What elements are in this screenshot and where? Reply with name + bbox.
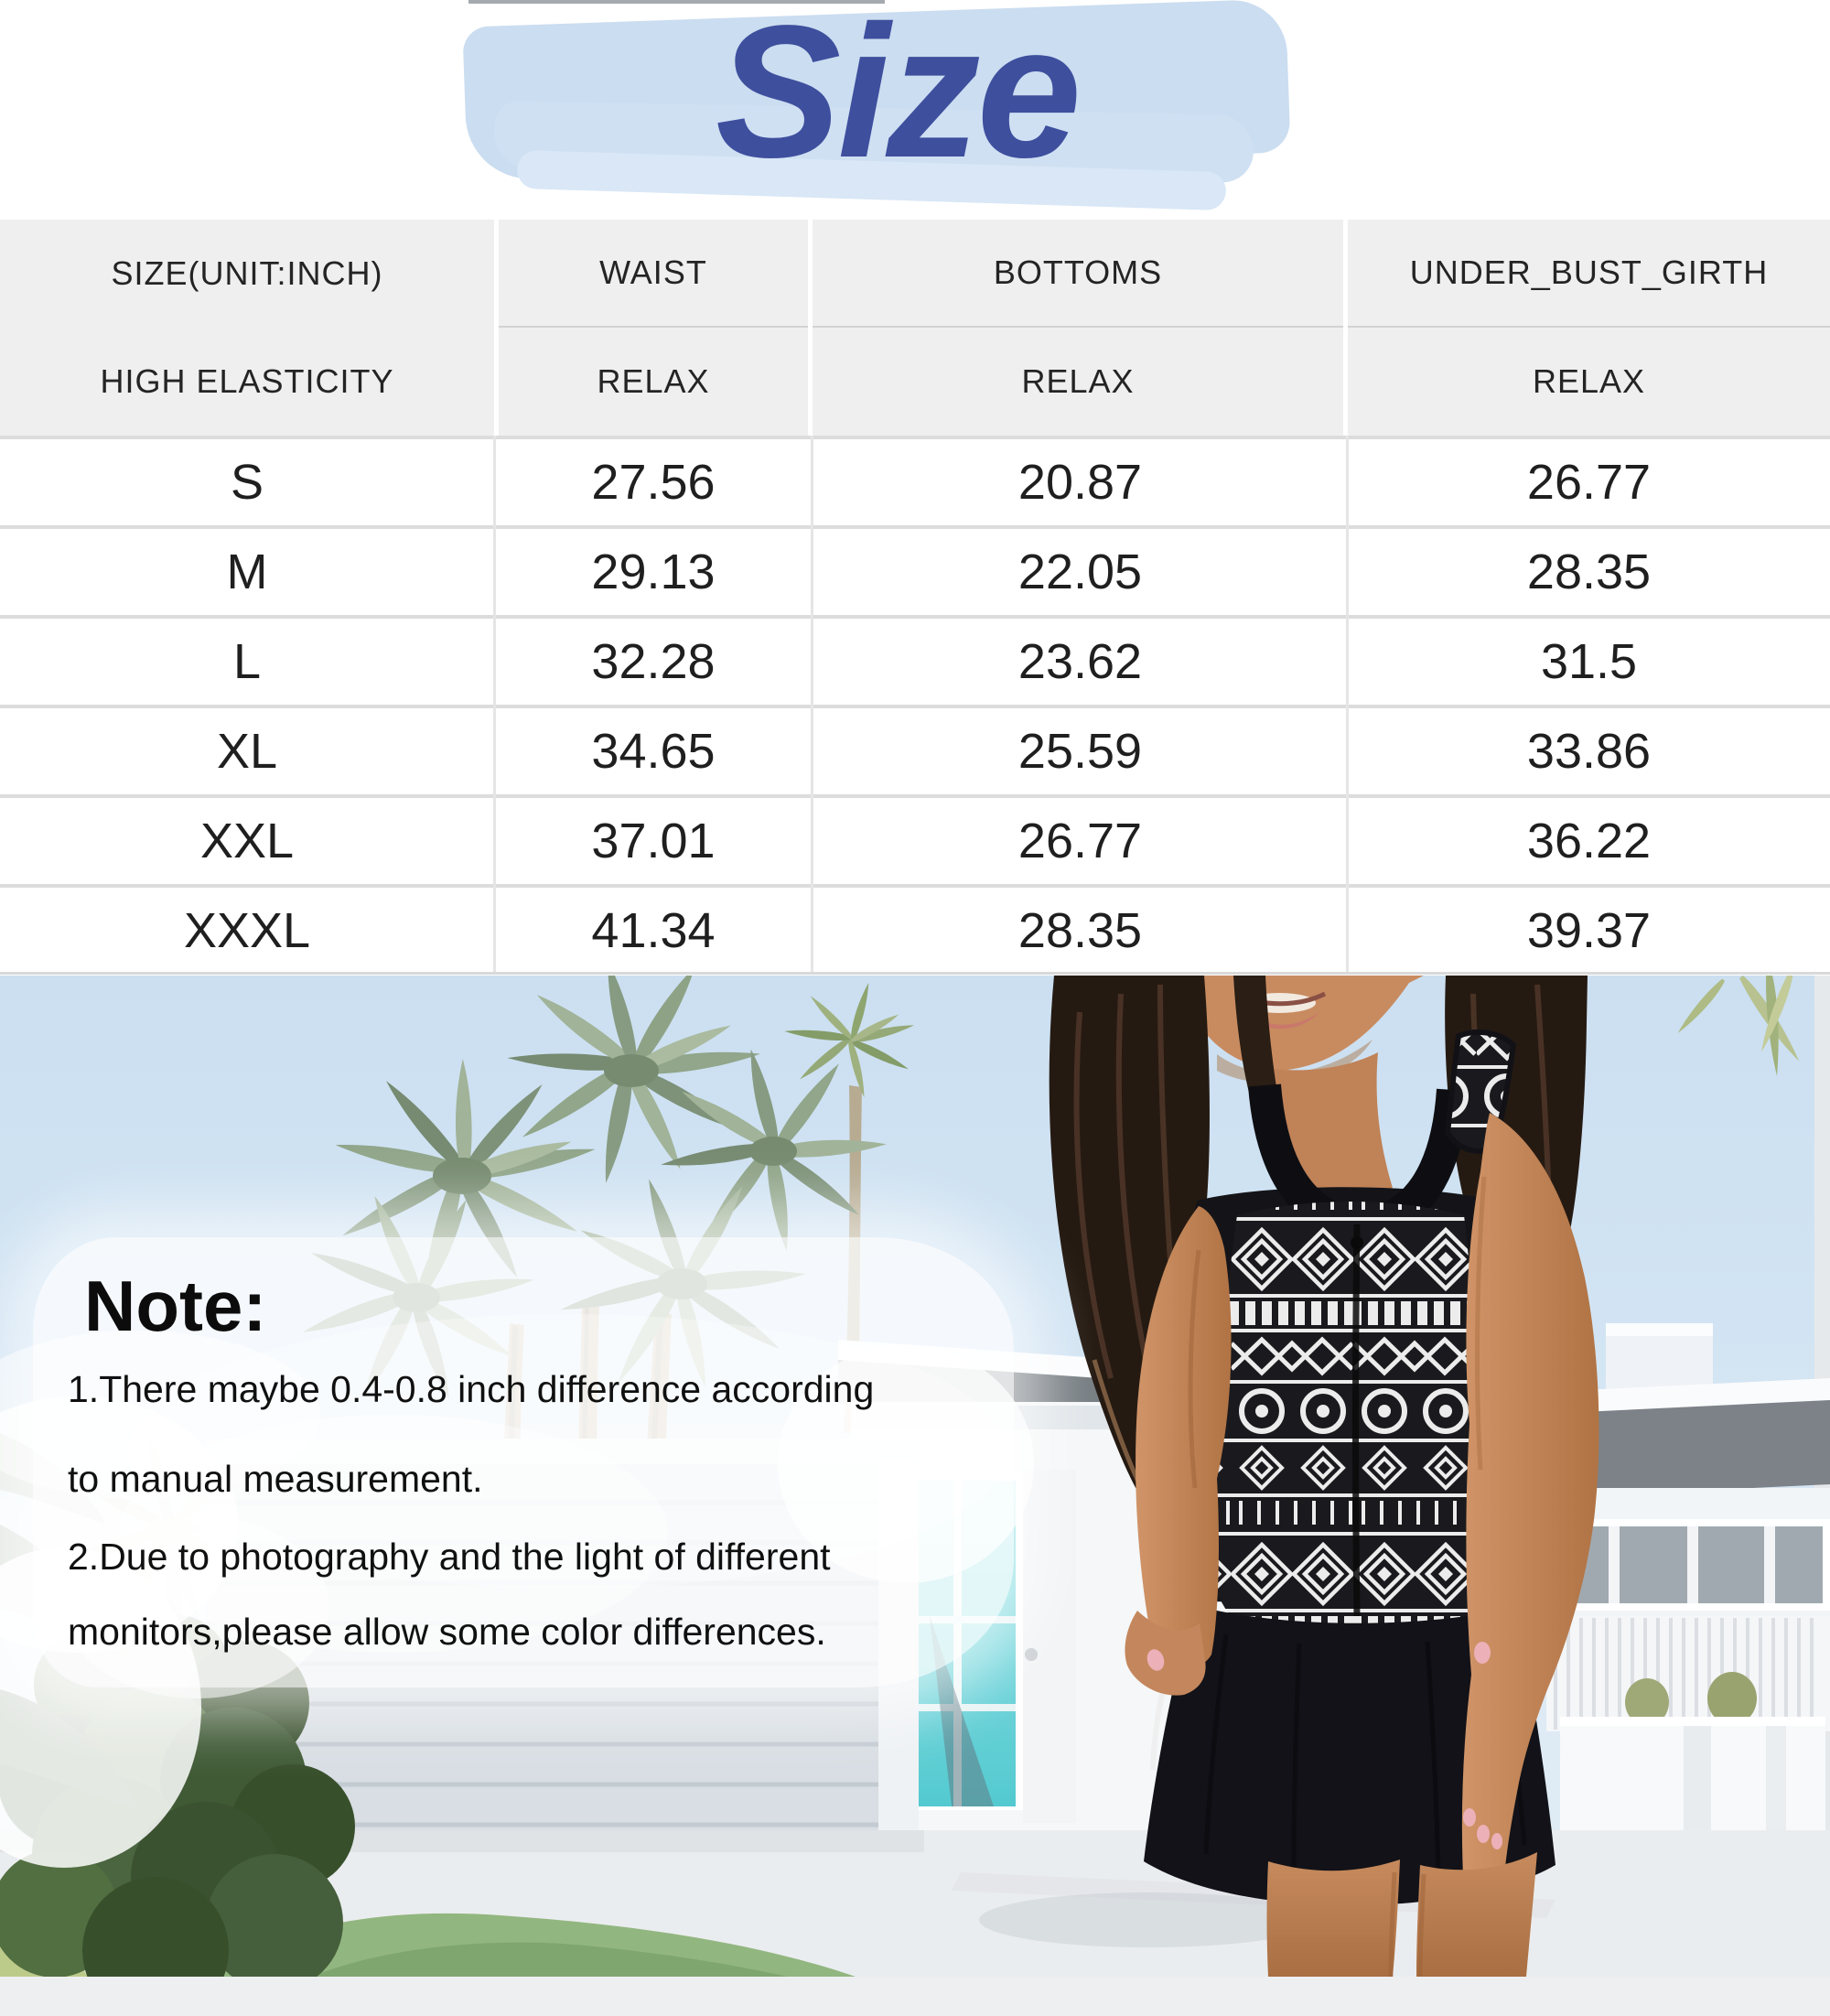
cell-bottoms: 23.62: [1017, 634, 1143, 689]
cell-under-bust: 31.5: [1540, 634, 1638, 689]
cell-waist: 34.65: [591, 724, 716, 779]
page-title: Size: [715, 0, 1082, 197]
cell-bottoms: 28.35: [1017, 903, 1143, 958]
note-heading: Note:: [84, 1266, 267, 1346]
table-header-unit-label: SIZE(UNIT:INCH): [111, 254, 383, 292]
cell-under-bust: 33.86: [1526, 724, 1652, 779]
cell-waist: 27.56: [591, 455, 716, 510]
column-divider: [493, 436, 496, 974]
swim-skirt: [1144, 1605, 1556, 1905]
table-row: S 27.56 20.87 26.77: [0, 436, 1830, 525]
footer-strip: [0, 1977, 1830, 2016]
table-row: XXXL 41.34 28.35 39.37: [0, 884, 1830, 974]
cell-size: XXXL: [183, 903, 311, 958]
cell-waist: 29.13: [591, 544, 716, 599]
note-overlay-background: [778, 1345, 1034, 1583]
note-line-2: to manual measurement.: [68, 1458, 483, 1500]
model-hand-in-pocket: [1125, 1611, 1206, 1696]
cell-size: XL: [216, 724, 278, 779]
column-divider: [811, 436, 813, 974]
cell-size: XXL: [199, 814, 295, 868]
cell-bottoms: 22.05: [1017, 544, 1143, 599]
zipper: [1352, 1224, 1361, 1617]
tribal-print-panel: [1213, 1202, 1484, 1629]
table-fit-under-bust: RELAX: [1348, 326, 1830, 436]
model-neck: [1274, 1052, 1393, 1195]
cell-under-bust: 26.77: [1526, 455, 1652, 510]
slat-fence-icon: [1546, 1616, 1830, 1731]
cell-bottoms: 20.87: [1017, 455, 1143, 510]
table-fit-bottoms: RELAX: [813, 326, 1343, 436]
cell-bottoms: 26.77: [1017, 814, 1143, 868]
table-row: XXL 37.01 26.77 36.22: [0, 794, 1830, 884]
cell-size: L: [232, 634, 262, 689]
cell-waist: 37.01: [591, 814, 716, 868]
fingernail: [1146, 1649, 1165, 1671]
cell-waist: 41.34: [591, 903, 716, 958]
model-left-arm: [1461, 1113, 1599, 1876]
cactus-icon: [1625, 1672, 1757, 1726]
table-header-waist: WAIST: [499, 220, 808, 326]
model-right-arm: [1125, 1206, 1232, 1696]
note-line-4: monitors,please allow some color differe…: [68, 1611, 826, 1653]
note-line-3: 2.Due to photography and the light of di…: [68, 1536, 831, 1578]
table-row: XL 34.65 25.59 33.86: [0, 705, 1830, 794]
fingernail: [1474, 1642, 1491, 1664]
table-body: S 27.56 20.87 26.77 M 29.13 22.05 28.35 …: [0, 436, 1830, 974]
title-band: Size: [0, 0, 1830, 220]
table-header-bottoms: BOTTOMS: [813, 220, 1343, 326]
cell-under-bust: 39.37: [1526, 903, 1652, 958]
note-line-1: 1.There maybe 0.4-0.8 inch difference ac…: [68, 1368, 875, 1410]
model-legs: [1266, 1852, 1537, 1977]
cell-under-bust: 28.35: [1526, 544, 1652, 599]
table-fit-waist: RELAX: [499, 326, 808, 436]
table-row: L 32.28 23.62 31.5: [0, 615, 1830, 705]
table-header-under-bust: UNDER_BUST_GIRTH: [1348, 220, 1830, 326]
table-header-elasticity-label: HIGH ELASTICITY: [100, 362, 394, 400]
cell-bottoms: 25.59: [1017, 724, 1143, 779]
cell-size: S: [230, 455, 264, 510]
fingernail: [1491, 1833, 1502, 1849]
top-edge-line: [468, 0, 885, 4]
cell-waist: 32.28: [591, 634, 716, 689]
table-row: M 29.13 22.05 28.35: [0, 525, 1830, 615]
fingernail: [1477, 1825, 1490, 1843]
cell-size: M: [226, 544, 268, 599]
cell-under-bust: 36.22: [1526, 814, 1652, 868]
fingernail: [1463, 1808, 1476, 1827]
model: [1049, 976, 1599, 1977]
column-divider: [1346, 436, 1349, 974]
table-header-size: SIZE(UNIT:INCH) HIGH ELASTICITY: [0, 220, 494, 436]
planter-box: [1560, 1717, 1825, 1845]
table-bottom-divider: [0, 972, 1830, 975]
